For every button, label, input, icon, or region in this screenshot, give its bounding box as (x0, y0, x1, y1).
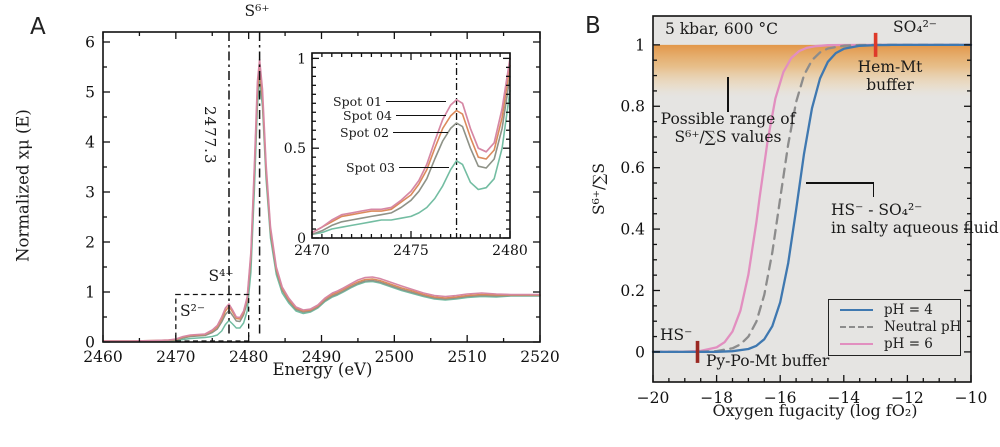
svg-text:1: 1 (85, 283, 95, 301)
s2-peak-label: S²⁻ (180, 302, 206, 320)
svg-text:0: 0 (635, 343, 645, 361)
fluid-species-label: HS⁻ - SO₄²⁻ in salty aqueous fluid (831, 201, 999, 237)
panel-a-spectra-chart: 2460 2470 2480 2490 2500 2510 2520 0 1 2 3 4 5 6 (83, 31, 560, 366)
panel-a-inset-chart: 2470 2475 2480 0 0.5 1 (284, 51, 528, 259)
possible-range-line1: Possible range of (660, 110, 796, 128)
spot-03-label: Spot 03 (346, 160, 395, 175)
svg-text:2: 2 (85, 233, 95, 251)
py-po-mt-buffer-label: Py-Po-Mt buffer (706, 352, 830, 370)
fluid-species-line2: in salty aqueous fluid (831, 219, 999, 237)
panel-a-letter: A (30, 14, 46, 40)
spot-04-leader-line (396, 115, 446, 117)
hem-mt-buffer-line1: Hem-Mt (857, 58, 923, 76)
spot-01-leader-line (386, 101, 446, 103)
s6-peak-label: S⁶⁺ (244, 2, 270, 20)
pt-conditions-label: 5 kbar, 600 °C (665, 20, 779, 38)
sulfate-species-label: SO₄²⁻ (893, 18, 937, 36)
legend: pH = 4 Neutral pH pH = 6 (828, 299, 961, 356)
fluid-bracket-horizontal (806, 182, 874, 184)
svg-text:5: 5 (85, 83, 95, 101)
panel-b-y-axis-title: S⁶⁺/∑S (590, 163, 608, 215)
spot-02-leader-line (393, 132, 448, 134)
legend-item: pH = 4 (829, 301, 960, 318)
panel-a-y-axis-title: Normalized xμ (E) (13, 109, 33, 262)
panel-b-letter: B (585, 13, 601, 39)
svg-text:0: 0 (297, 231, 306, 247)
svg-text:0: 0 (85, 333, 95, 351)
legend-line-swatch (840, 308, 873, 311)
possible-range-line2: S⁶⁺/∑S values (674, 128, 782, 146)
legend-item: Neutral pH (829, 318, 962, 336)
svg-text:1: 1 (635, 36, 645, 54)
legend-label: Neutral pH (884, 319, 962, 336)
panel-a-x-axis-title: Energy (eV) (272, 360, 373, 379)
svg-text:2460: 2460 (83, 348, 122, 366)
legend-line-swatch (840, 326, 873, 329)
svg-text:0.5: 0.5 (284, 141, 306, 157)
spot-01-label: Spot 01 (333, 94, 382, 109)
svg-text:2480: 2480 (492, 243, 528, 259)
legend-line-swatch (840, 343, 873, 346)
svg-text:2470: 2470 (294, 243, 330, 259)
spot-03-leader-line (399, 167, 449, 169)
legend-label: pH = 6 (884, 336, 933, 353)
svg-text:2475: 2475 (393, 243, 429, 259)
legend-label: pH = 4 (884, 301, 933, 318)
range-indicator-line (727, 77, 729, 112)
spot-02-label: Spot 02 (340, 125, 389, 140)
edge-energy-label: 2477.3 (201, 106, 219, 165)
legend-item: pH = 6 (829, 336, 960, 353)
svg-text:2470: 2470 (156, 348, 195, 366)
hem-mt-buffer-line2: buffer (866, 76, 914, 94)
fluid-bracket-vertical (872, 182, 875, 197)
s4-peak-label: S⁴⁺ (208, 267, 234, 285)
svg-text:0.8: 0.8 (620, 98, 645, 116)
svg-text:4: 4 (85, 133, 95, 151)
fluid-species-line1: HS⁻ - SO₄²⁻ (831, 201, 923, 219)
svg-text:0.4: 0.4 (620, 221, 645, 239)
hs-species-label: HS⁻ (660, 326, 693, 344)
possible-range-label: Possible range of S⁶⁺/∑S values (658, 110, 798, 146)
svg-text:0.6: 0.6 (620, 159, 645, 177)
svg-text:3: 3 (85, 183, 95, 201)
hem-mt-buffer-label: Hem-Mt buffer (847, 58, 933, 94)
svg-text:0.2: 0.2 (620, 282, 645, 300)
svg-text:6: 6 (85, 33, 95, 51)
panel-b-x-axis-title: Oxygen fugacity (log fO₂) (712, 401, 918, 420)
svg-text:2510: 2510 (447, 348, 486, 366)
svg-text:1: 1 (297, 51, 306, 67)
svg-text:2520: 2520 (520, 348, 559, 366)
spot-04-label: Spot 04 (343, 108, 392, 123)
